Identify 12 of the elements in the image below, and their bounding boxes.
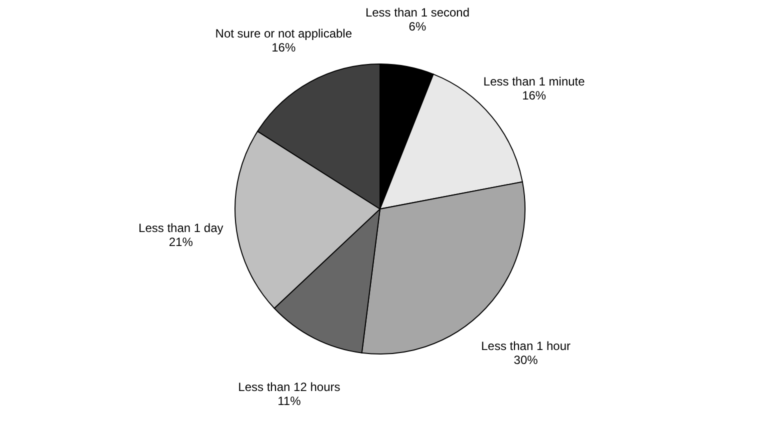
- data-label: 21%: [168, 234, 194, 249]
- data-label: 16%: [522, 88, 546, 103]
- data-label: 6%: [408, 20, 426, 34]
- slice-label: Less than 1 second: [365, 6, 470, 20]
- slice-label: Less than 1 minute: [483, 74, 586, 89]
- slice-label: Less than 1 hour: [481, 338, 570, 353]
- slice-label: Less than 1 day: [138, 220, 224, 235]
- slice-label: Less than 12 hours: [238, 380, 340, 394]
- data-label: 16%: [272, 40, 296, 55]
- data-label: 11%: [278, 394, 302, 408]
- data-label: 30%: [514, 352, 538, 367]
- slice-label: Not sure or not applicable: [215, 26, 352, 41]
